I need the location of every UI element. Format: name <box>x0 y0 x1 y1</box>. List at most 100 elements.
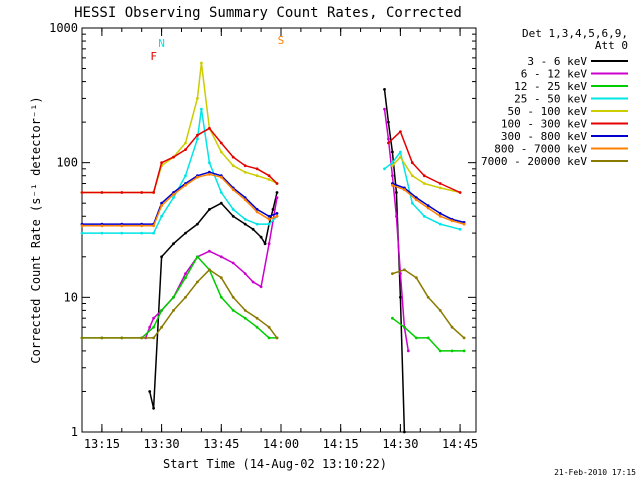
series-point <box>255 210 259 214</box>
series-point <box>160 255 164 259</box>
series-point <box>391 183 394 187</box>
series-point <box>140 231 144 235</box>
series-point <box>243 164 247 168</box>
series-point <box>391 150 394 154</box>
legend-label: 800 - 7000 keV <box>494 143 587 156</box>
series-point <box>172 309 175 312</box>
series-point <box>391 161 394 165</box>
series-point <box>267 174 271 178</box>
series-point <box>231 188 235 192</box>
x-tick-label: 13:15 <box>84 437 120 451</box>
series-line <box>82 127 461 194</box>
series-point <box>243 217 247 221</box>
series-point <box>219 141 223 145</box>
series-point <box>399 295 402 299</box>
series-point <box>184 148 187 152</box>
series-point <box>80 336 84 340</box>
x-tick-label: 14:00 <box>263 437 299 451</box>
series-point <box>267 222 271 226</box>
series-point <box>438 212 442 215</box>
series-point <box>426 336 430 340</box>
series-point <box>80 224 84 228</box>
series-point <box>184 183 187 187</box>
footer-timestamp: 21-Feb-2010 17:15 <box>554 468 636 477</box>
series-point <box>275 212 279 215</box>
legend-label: 12 - 25 keV <box>514 80 587 93</box>
series-point <box>251 227 255 231</box>
series-point <box>391 164 394 168</box>
series-point <box>391 272 394 275</box>
series-line <box>148 89 406 433</box>
series-point <box>399 130 402 134</box>
series-point <box>172 155 175 159</box>
series-point <box>200 61 203 65</box>
series-point <box>184 231 187 235</box>
series-point <box>275 191 279 194</box>
series-point <box>200 107 203 111</box>
series-point <box>275 196 279 200</box>
series-point <box>383 167 386 171</box>
series-point <box>184 141 187 145</box>
legend-label: 50 - 100 keV <box>508 105 588 118</box>
series-point <box>208 208 211 211</box>
series-point <box>243 170 247 174</box>
series-point <box>438 222 442 226</box>
series-point <box>410 201 414 205</box>
series-point <box>255 208 259 211</box>
x-tick-label: 14:15 <box>323 437 359 451</box>
series-point <box>231 155 235 159</box>
series-point <box>219 175 223 179</box>
series-point <box>160 309 164 312</box>
series-point <box>120 224 124 228</box>
series-point <box>391 316 394 320</box>
series-point <box>243 272 247 275</box>
series-point <box>196 175 199 179</box>
series-point <box>160 325 164 329</box>
series-point <box>243 316 247 320</box>
series-point <box>450 349 454 353</box>
annotation-label: N <box>158 37 165 50</box>
series-point <box>438 186 442 190</box>
series-point <box>100 231 104 235</box>
series-point <box>231 208 235 211</box>
series-point <box>120 231 124 235</box>
legend-label: 6 - 12 keV <box>521 68 588 81</box>
series-point <box>267 242 271 246</box>
series-point <box>100 191 104 194</box>
legend-label: 300 - 800 keV <box>501 130 587 143</box>
y-tick-label: 1000 <box>49 21 78 35</box>
series-point <box>184 272 187 275</box>
series-point <box>184 174 187 178</box>
series-point <box>383 107 386 111</box>
series-line <box>82 269 465 339</box>
legend-label: 100 - 300 keV <box>501 118 587 131</box>
series-point <box>160 201 164 205</box>
series-point <box>410 174 414 178</box>
series-line <box>144 109 410 352</box>
series-point <box>100 336 104 340</box>
series-point <box>148 390 152 393</box>
series-point <box>255 174 259 178</box>
series-point <box>387 137 390 141</box>
series-point <box>462 222 466 226</box>
series-point <box>140 191 144 194</box>
series-point <box>208 249 211 253</box>
series-point <box>399 155 402 159</box>
series-point <box>152 325 156 329</box>
series-point <box>403 188 406 192</box>
series-point <box>462 349 466 353</box>
y-axis-label: Corrected Count Rate (s⁻¹ detector⁻¹) <box>29 96 43 363</box>
series-point <box>80 191 84 194</box>
annotation-label: F <box>150 50 157 63</box>
series-point <box>422 182 426 185</box>
series-point <box>219 150 223 154</box>
series-point <box>267 336 271 340</box>
series-point <box>172 193 175 196</box>
series-point <box>438 349 442 353</box>
series-point <box>426 204 430 208</box>
series-point <box>231 164 235 168</box>
series-point <box>140 336 144 340</box>
series-point <box>208 172 211 176</box>
series-point <box>255 222 259 226</box>
series-point <box>196 133 199 137</box>
